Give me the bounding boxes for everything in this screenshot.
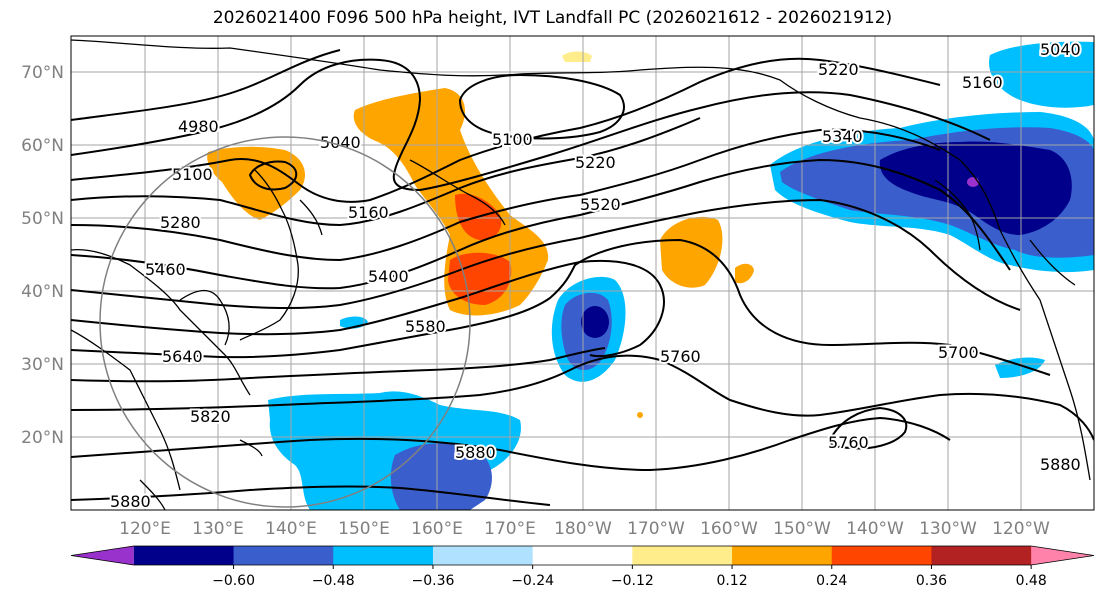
contour-label: 5040: [1040, 40, 1081, 59]
contour-label: 5880: [1040, 455, 1081, 474]
colorbar-segment: [133, 546, 235, 565]
lat-label: 60°N: [21, 136, 64, 156]
colorbar: −0.60 −0.48 −0.36 −0.24 −0.12 0.12 0.24 0.36 0.4…: [70, 545, 1095, 589]
contour-label: 5640: [162, 347, 203, 366]
colorbar-segment: [432, 546, 534, 565]
colorbar-segment: [931, 546, 1032, 565]
colorbar-segment: [732, 546, 833, 565]
landfall-region-circle: [99, 136, 471, 508]
lon-label: 180°W: [554, 519, 612, 539]
colorbar-segment: [632, 546, 733, 565]
lat-label: 50°N: [21, 209, 64, 229]
lat-label: 30°N: [21, 355, 64, 375]
lon-label: 140°W: [846, 519, 904, 539]
colorbar-tick-label: −0.24: [511, 573, 554, 589]
colorbar-segment: [831, 546, 932, 565]
colorbar-tick-label: 0.24: [816, 573, 847, 589]
lat-label: 70°N: [21, 63, 64, 83]
latitude-labels: 70°N 60°N 50°N 40°N 30°N 20°N: [21, 63, 64, 448]
contour-label: 5160: [348, 203, 389, 222]
lat-label: 40°N: [21, 282, 64, 302]
colorbar-tick-label: 0.12: [716, 573, 747, 589]
lon-label: 130°W: [919, 519, 977, 539]
colorbar-segment: [532, 546, 633, 565]
lon-label: 160°E: [411, 519, 463, 539]
map-frame: [70, 35, 1095, 511]
ivt-shading: [207, 41, 1094, 510]
contour-label: 5880: [110, 492, 151, 511]
contour-label: 5760: [828, 433, 869, 452]
lon-label: 150°E: [338, 519, 390, 539]
lon-label: 120°E: [119, 519, 171, 539]
colorbar-extend-high: [1031, 546, 1094, 565]
contour-label: 5280: [160, 213, 201, 232]
contour-labels: 4980 5040 5100 5100 5160 5220 5220 5340 …: [108, 38, 1083, 511]
colorbar-tick-label: 0.36: [916, 573, 947, 589]
contour-label: 5160: [962, 73, 1003, 92]
contour-label: 5100: [172, 165, 213, 184]
colorbar-tick-label: −0.48: [312, 573, 355, 589]
contour-label: 5520: [580, 195, 621, 214]
lon-label: 140°E: [265, 519, 317, 539]
contour-label: 4980: [178, 117, 219, 136]
colorbar-extend-low: [71, 546, 134, 565]
colorbar-segment: [233, 546, 334, 565]
lat-label: 20°N: [21, 428, 64, 448]
lon-label: 150°W: [773, 519, 831, 539]
map-title: 2026021400 F096 500 hPa height, IVT Land…: [212, 8, 893, 28]
contour-label: 5700: [938, 343, 979, 362]
colorbar-tick-label: −0.36: [411, 573, 454, 589]
contour-label: 5220: [575, 153, 616, 172]
contour-label: 5040: [320, 133, 361, 152]
lon-label: 170°E: [484, 519, 536, 539]
colorbar-outline: [70, 545, 1095, 566]
contour-label: 5220: [818, 60, 859, 79]
colorbar-segment: [333, 546, 434, 565]
contour-label: 5340: [822, 127, 863, 146]
graticule: [71, 36, 1094, 510]
contour-label: 5580: [405, 317, 446, 336]
colorbar-tick-label: −0.60: [212, 573, 255, 589]
colorbar-tick-label: 0.48: [1016, 573, 1047, 589]
lon-label: 130°E: [192, 519, 244, 539]
coastlines: [71, 39, 1091, 510]
contour-label: 5460: [145, 260, 186, 279]
lon-label: 160°W: [700, 519, 758, 539]
lon-label: 120°W: [992, 519, 1050, 539]
contour-label: 5100: [492, 130, 533, 149]
contour-label: 5820: [190, 407, 231, 426]
longitude-labels: 120°E 130°E 140°E 150°E 160°E 170°E 180°…: [119, 519, 1050, 539]
contour-label: 5880: [455, 443, 496, 462]
lon-label: 170°W: [627, 519, 685, 539]
contour-label: 5400: [368, 267, 409, 286]
contour-label: 5760: [660, 347, 701, 366]
colorbar-tick-label: −0.12: [611, 573, 654, 589]
height-contours: [71, 49, 1094, 506]
